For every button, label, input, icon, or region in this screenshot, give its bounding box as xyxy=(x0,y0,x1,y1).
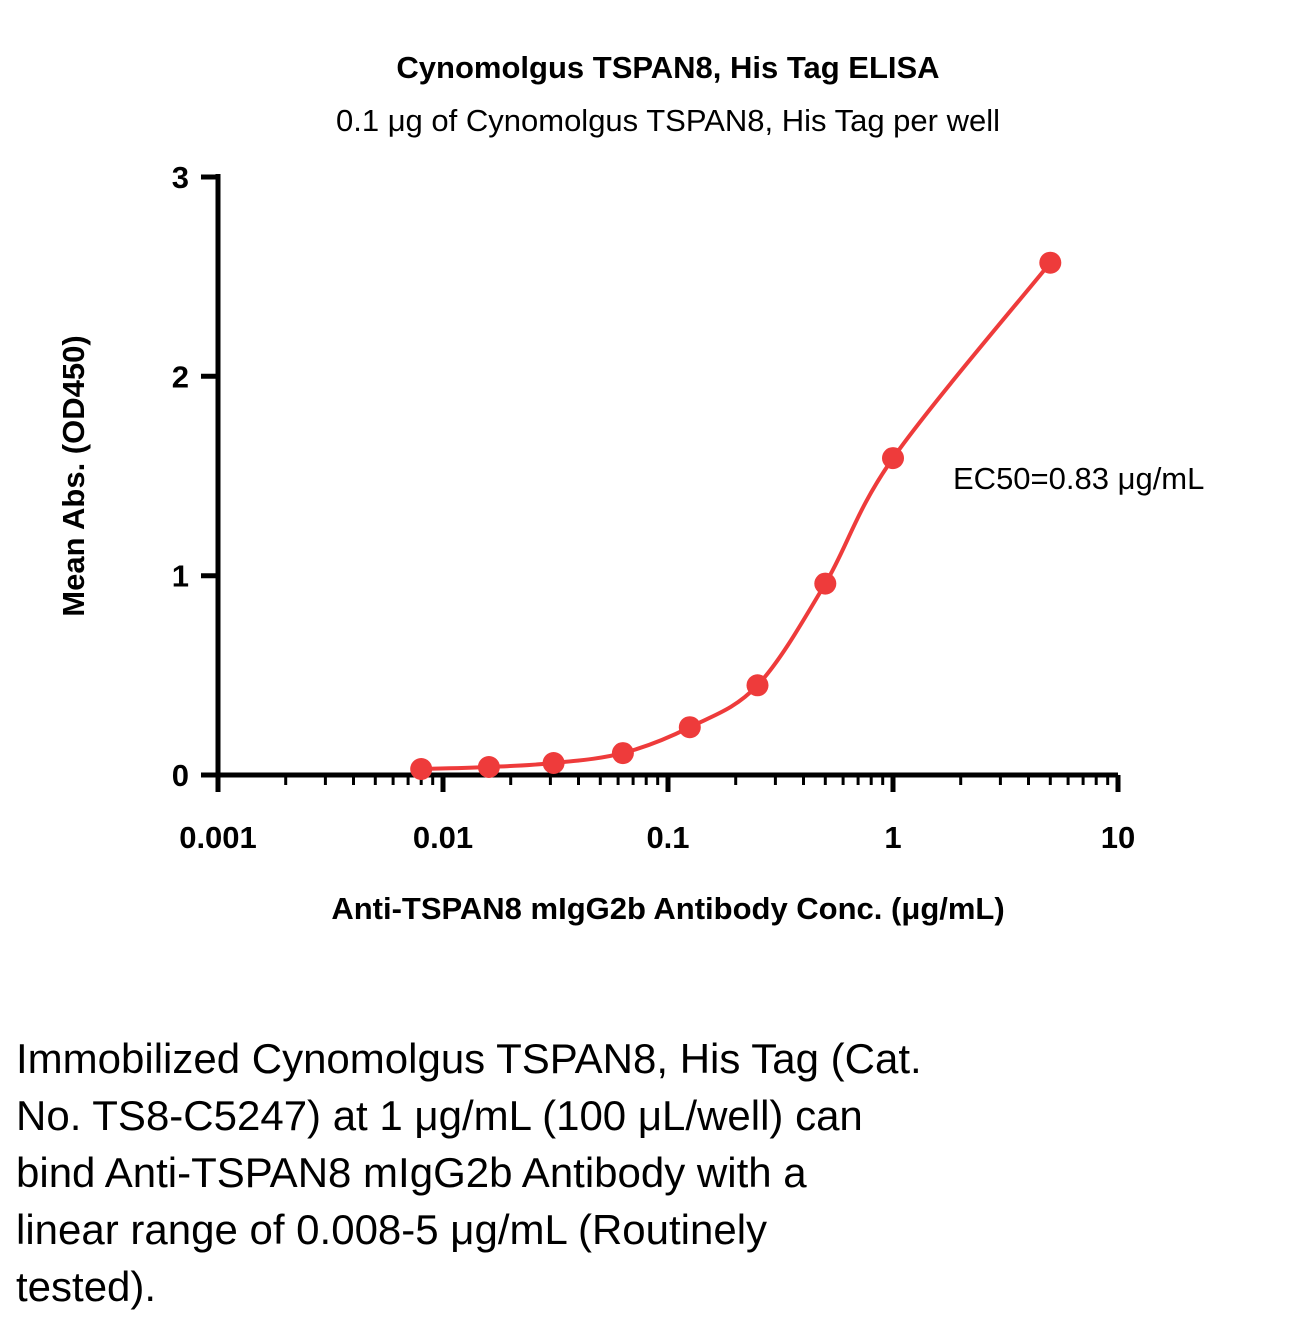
x-tick-label: 1 xyxy=(884,820,901,855)
data-point xyxy=(882,447,904,470)
fit-curve xyxy=(421,261,1052,771)
y-tick-label: 0 xyxy=(172,758,189,793)
ec50-annotation: EC50=0.83 μg/mL xyxy=(953,461,1205,496)
chart-subtitle: 0.1 μg of Cynomolgus TSPAN8, His Tag per… xyxy=(335,103,1000,138)
caption-line: Immobilized Cynomolgus TSPAN8, His Tag (… xyxy=(16,1035,922,1082)
data-point xyxy=(814,572,837,595)
x-tick-label: 0.001 xyxy=(179,820,257,855)
data-point xyxy=(1039,251,1062,274)
caption-line: No. TS8-C5247) at 1 μg/mL (100 μL/well) … xyxy=(16,1092,863,1139)
x-tick-label: 0.01 xyxy=(413,820,473,855)
data-point xyxy=(410,758,433,780)
y-tick-label: 3 xyxy=(172,160,189,195)
caption-line: linear range of 0.008-5 μg/mL (Routinely xyxy=(16,1206,768,1253)
data-point xyxy=(746,674,769,697)
caption-line: tested). xyxy=(16,1263,157,1310)
data-point xyxy=(678,716,701,739)
elisa-plot: 0.001 0.01 0.1 1 10 0 1 2 3 xyxy=(172,160,1135,855)
y-tick-label: 2 xyxy=(172,359,189,394)
chart-title: Cynomolgus TSPAN8, His Tag ELISA xyxy=(396,50,940,85)
data-point xyxy=(542,752,565,774)
x-tick-label: 0.1 xyxy=(646,820,689,855)
x-axis-label: Anti-TSPAN8 mIgG2b Antibody Conc. (μg/mL… xyxy=(331,891,1005,926)
data-point xyxy=(477,756,500,778)
data-point xyxy=(611,742,634,765)
x-tick-label: 10 xyxy=(1101,820,1135,855)
caption-line: bind Anti-TSPAN8 mIgG2b Antibody with a xyxy=(16,1149,807,1196)
figure-caption: Immobilized Cynomolgus TSPAN8, His Tag (… xyxy=(16,1030,1176,1315)
y-tick-label: 1 xyxy=(172,559,189,594)
